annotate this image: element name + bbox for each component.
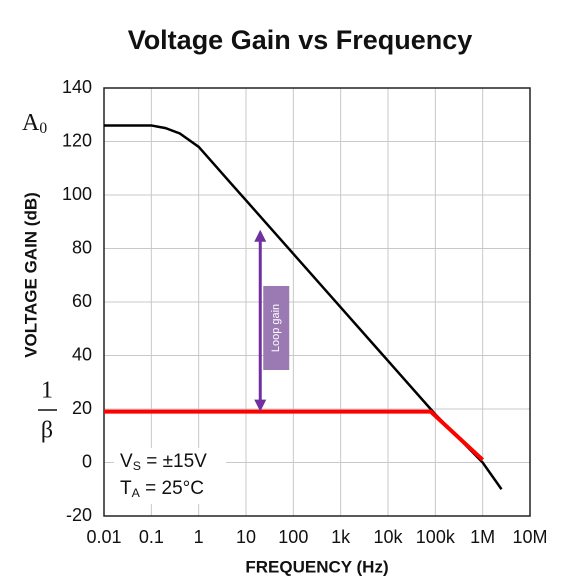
ta-note-main: T [120,478,132,499]
x-tick-label: 0.1 [139,527,164,547]
vs-note-main: V [120,451,133,472]
loop-gain-box [263,286,290,370]
x-tick-label: 1k [331,527,351,547]
x-axis-label: FREQUENCY (Hz) [245,557,388,576]
arrow-head [254,399,267,412]
x-tick-label: 1M [470,527,495,547]
y-tick-label: 0 [82,451,92,471]
ta-note-sub: A [132,486,141,500]
chart-title: Voltage Gain vs Frequency [128,25,473,55]
plot-frame [103,87,531,517]
a0-label-sub: 0 [39,120,47,137]
y-axis-label: VOLTAGE GAIN (dB) [21,192,40,358]
x-tick-label: 1 [194,527,204,547]
note-bg [114,448,226,504]
loop-gain-label: Loop gain [270,304,282,352]
arrow-head [254,229,267,242]
y-tick-label: 80 [72,237,92,257]
y-tick-label: 40 [72,344,92,364]
x-tick-label: 10M [512,527,547,547]
x-tick-label: 0.01 [86,527,121,547]
line-series [104,124,503,490]
x-tick-label: 10 [236,527,256,547]
y-tick-label: 100 [62,184,92,204]
x-tick-label: 100k [416,527,456,547]
y-tick-label: 120 [62,130,92,150]
line-series [104,409,485,462]
y-tick-label: 140 [62,77,92,97]
inverse-beta-numerator: 1 [41,378,53,404]
y-tick-label: 60 [72,291,92,311]
vs-note-sub: S [133,459,141,473]
x-tick-label: 100 [278,527,308,547]
inverse-beta-denominator: β [41,418,53,444]
a0-label: A0 [22,110,47,137]
vs-note: VS = ±15V [120,451,207,473]
a0-label-main: A [22,110,40,136]
ta-note: TA = 25°C [120,478,204,500]
y-tick-label: -20 [66,505,92,525]
x-tick-label: 10k [373,527,403,547]
y-tick-label: 20 [72,398,92,418]
vs-note-rest: = ±15V [141,451,207,472]
ta-note-rest: = 25°C [140,478,204,499]
